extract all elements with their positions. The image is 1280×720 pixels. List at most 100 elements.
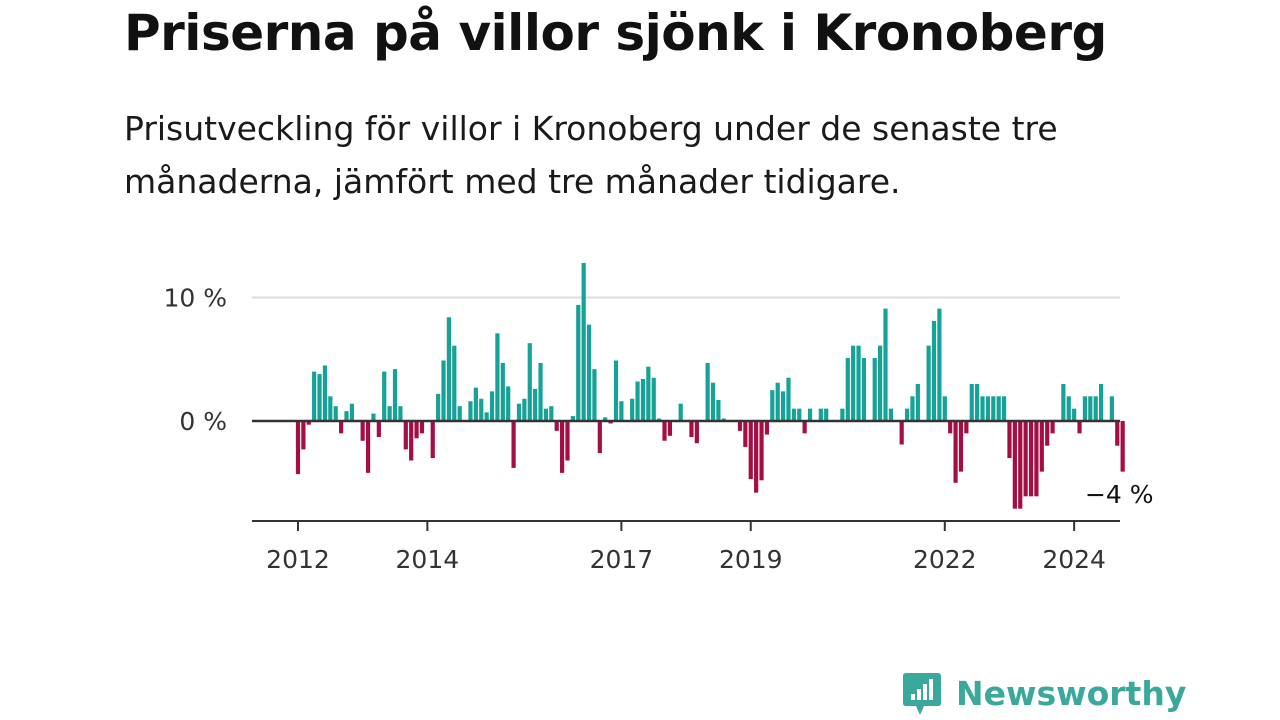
bar-positive xyxy=(484,412,489,421)
bar-negative xyxy=(759,421,764,481)
bar-negative xyxy=(737,421,743,431)
bar-positive xyxy=(468,401,473,421)
bar-negative xyxy=(1028,421,1034,497)
bar-negative xyxy=(689,421,694,438)
bar-positive xyxy=(538,362,543,421)
bar-negative xyxy=(565,421,570,461)
bar-positive xyxy=(576,304,581,421)
bar-positive xyxy=(613,360,619,421)
brand: Newsworthy xyxy=(902,669,1186,717)
bar-positive xyxy=(888,408,893,421)
bar-positive xyxy=(581,262,586,421)
bar-negative xyxy=(667,421,672,436)
bar-positive xyxy=(549,406,554,421)
bar-positive xyxy=(797,408,802,421)
bar-negative xyxy=(662,421,667,441)
bar-positive xyxy=(349,403,354,421)
bar-positive xyxy=(818,408,823,421)
bar-negative xyxy=(694,421,699,444)
x-tick-label: 2022 xyxy=(913,545,977,574)
x-tick-label: 2012 xyxy=(266,545,330,574)
bar-positive xyxy=(1001,396,1007,421)
bar-positive xyxy=(603,417,608,421)
bar-positive xyxy=(991,396,996,421)
bar-positive xyxy=(479,398,484,421)
bar-positive xyxy=(775,382,780,421)
bar-positive xyxy=(506,386,511,421)
bar-negative xyxy=(1018,421,1023,509)
bar-positive xyxy=(678,403,683,421)
bar-positive xyxy=(543,408,549,421)
bar-negative xyxy=(1050,421,1055,434)
bar-positive xyxy=(317,374,322,421)
bar-negative xyxy=(365,421,371,473)
bar-negative xyxy=(409,421,414,461)
bar-negative xyxy=(1012,421,1017,509)
bar-positive xyxy=(770,390,775,421)
bar-negative xyxy=(301,421,306,450)
bar-positive xyxy=(527,343,532,421)
bar-positive xyxy=(446,317,452,421)
chart-subtitle: Prisutveckling för villor i Kronoberg un… xyxy=(124,109,1058,201)
bar-positive xyxy=(619,401,624,421)
y-tick-label: 0 % xyxy=(179,407,227,436)
bar-positive xyxy=(872,358,877,421)
bar-positive xyxy=(883,308,888,421)
bar-positive xyxy=(904,408,910,421)
bar-positive xyxy=(322,365,328,421)
bar-negative xyxy=(560,421,565,473)
bar-positive xyxy=(452,345,457,421)
bar-positive xyxy=(344,411,349,421)
bar-negative xyxy=(748,421,753,480)
bar-positive xyxy=(910,396,915,421)
bar-negative xyxy=(430,421,435,459)
bar-positive xyxy=(845,358,850,421)
bar-positive xyxy=(705,362,710,421)
bar-positive xyxy=(398,406,403,421)
bar-negative xyxy=(306,421,311,425)
bar-positive xyxy=(926,345,931,421)
bar-negative xyxy=(1034,421,1039,497)
bar-negative xyxy=(958,421,964,472)
newsworthy-logo-icon xyxy=(903,673,941,715)
bar-positive xyxy=(985,396,991,421)
latest-value-annotation: −4 % xyxy=(1085,480,1154,509)
bar-positive xyxy=(931,320,937,421)
bar-positive xyxy=(1088,396,1093,421)
bar-negative xyxy=(511,421,516,468)
brand-name: Newsworthy xyxy=(956,673,1187,713)
bar-positive xyxy=(780,391,786,421)
bar-positive xyxy=(996,396,1001,421)
bar-positive xyxy=(1072,408,1077,421)
x-tick-label: 2017 xyxy=(590,545,654,574)
bar-positive xyxy=(592,369,597,421)
bar-negative xyxy=(1023,421,1028,497)
bar-negative xyxy=(554,421,559,431)
bar-positive xyxy=(387,406,392,421)
bar-positive xyxy=(807,408,813,421)
bar-positive xyxy=(791,408,796,421)
bar-positive xyxy=(500,362,505,421)
bar-positive xyxy=(716,400,721,421)
bar-negative xyxy=(964,421,969,434)
bar-negative xyxy=(1120,421,1125,472)
bar-negative xyxy=(376,421,381,438)
bar-positive xyxy=(942,396,947,421)
bar-positive xyxy=(436,393,441,421)
bar-positive xyxy=(851,345,856,421)
bar-positive xyxy=(522,398,527,421)
bar-negative xyxy=(414,421,419,439)
bar-positive xyxy=(635,381,640,421)
bar-positive xyxy=(371,413,376,421)
bar-positive xyxy=(516,403,522,421)
bar-positive xyxy=(1082,396,1088,421)
bar-negative xyxy=(419,421,425,434)
bar-negative xyxy=(1039,421,1044,472)
bar-negative xyxy=(754,421,759,493)
bar-positive xyxy=(840,408,845,421)
bar-positive xyxy=(312,371,317,421)
bar-positive xyxy=(861,358,867,421)
bar-negative xyxy=(802,421,807,434)
bar-negative xyxy=(403,421,408,450)
bar-negative xyxy=(1115,421,1120,446)
